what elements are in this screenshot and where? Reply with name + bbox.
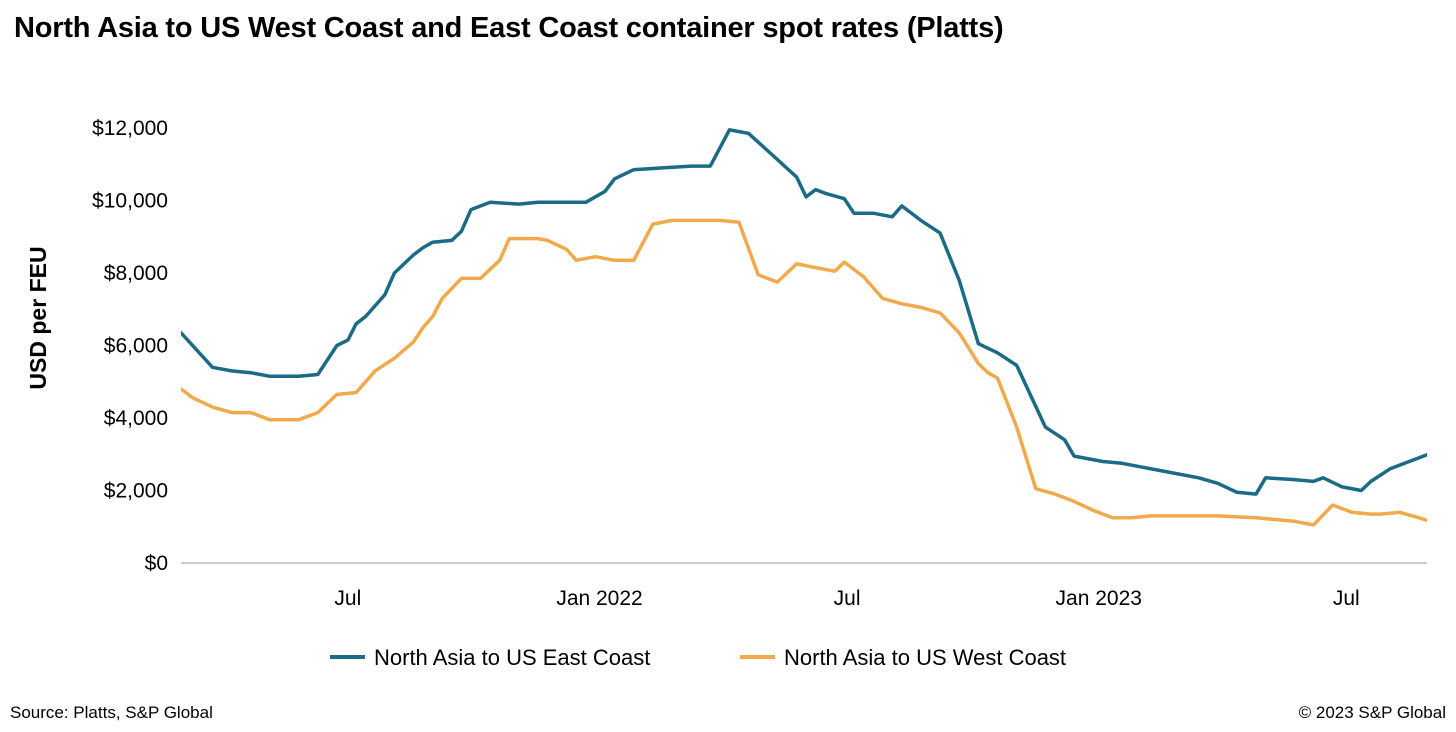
x-tick-label: Jul — [1333, 587, 1360, 610]
source-note: Source: Platts, S&P Global — [10, 703, 213, 722]
legend-label: North Asia to US West Coast — [784, 645, 1066, 670]
y-tick-label: $0 — [145, 552, 168, 575]
legend: North Asia to US East Coast North Asia to… — [330, 645, 1066, 670]
y-axis-label: USD per FEU — [25, 246, 51, 389]
series-lines — [181, 128, 1427, 527]
x-tick-label: Jan 2023 — [1056, 587, 1142, 610]
y-tick-label: $12,000 — [92, 117, 168, 140]
y-tick-label: $10,000 — [92, 190, 168, 213]
legend-label: North Asia to US East Coast — [374, 645, 650, 670]
series-line-west-coast — [181, 218, 1427, 527]
x-tick-label: Jan 2022 — [556, 587, 642, 610]
series-line-east-coast — [181, 128, 1427, 496]
y-axis: $0 $2,000 $4,000 $6,000 $8,000 $10,000 $12,000… — [25, 117, 168, 575]
x-axis: Jul Jan 2022 Jul Jan 2023 Jul — [181, 562, 1427, 610]
y-tick-label: $8,000 — [104, 262, 168, 285]
y-tick-label: $2,000 — [104, 480, 168, 503]
chart-title: North Asia to US West Coast and East Coa… — [14, 12, 1004, 44]
y-tick-label: $4,000 — [104, 407, 168, 430]
x-tick-label: Jul — [334, 587, 361, 610]
y-tick-label: $6,000 — [104, 335, 168, 358]
copyright-note: © 2023 S&P Global — [1298, 703, 1446, 722]
x-tick-label: Jul — [834, 587, 861, 610]
